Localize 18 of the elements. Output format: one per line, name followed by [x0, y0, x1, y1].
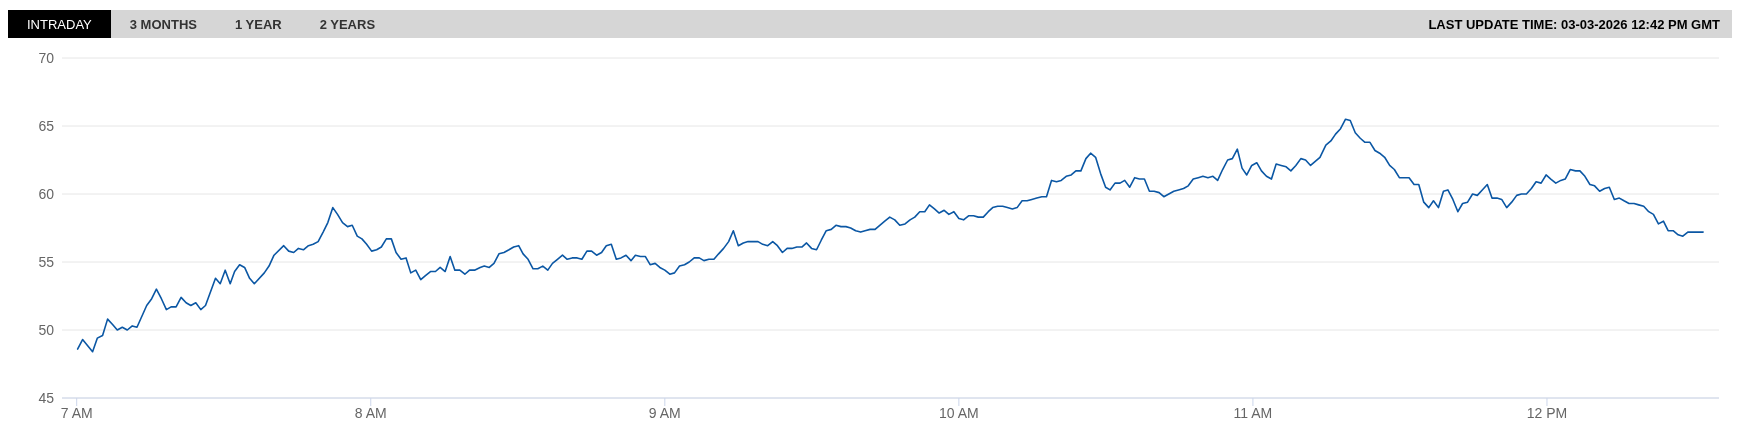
y-tick-label: 45	[38, 389, 55, 406]
x-tick-label: 12 PM	[1526, 404, 1568, 421]
y-tick-label: 70	[38, 49, 55, 66]
text: 3 MONTHS	[128, 15, 198, 34]
x-tick-label: 9 AM	[648, 404, 681, 421]
text: 1 YEAR	[233, 15, 283, 34]
y-tick-label: 55	[38, 253, 55, 270]
text: 2 YEARS	[318, 15, 377, 34]
x-tick-label: 10 AM	[939, 404, 979, 421]
text: INTRADAY	[8, 10, 111, 38]
y-tick-label: 65	[38, 117, 55, 134]
x-tick-label: 8 AM	[354, 404, 387, 421]
y-tick-label: 60	[38, 185, 55, 202]
y-tick-label: 50	[38, 321, 55, 338]
text: LAST UPDATE TIME: 03-03-2026 12:42 PM GMT	[1428, 16, 1721, 32]
x-tick-label: 7 AM	[60, 404, 93, 421]
x-tick-label: 11 AM	[1233, 404, 1273, 421]
line-series	[76, 118, 1704, 353]
